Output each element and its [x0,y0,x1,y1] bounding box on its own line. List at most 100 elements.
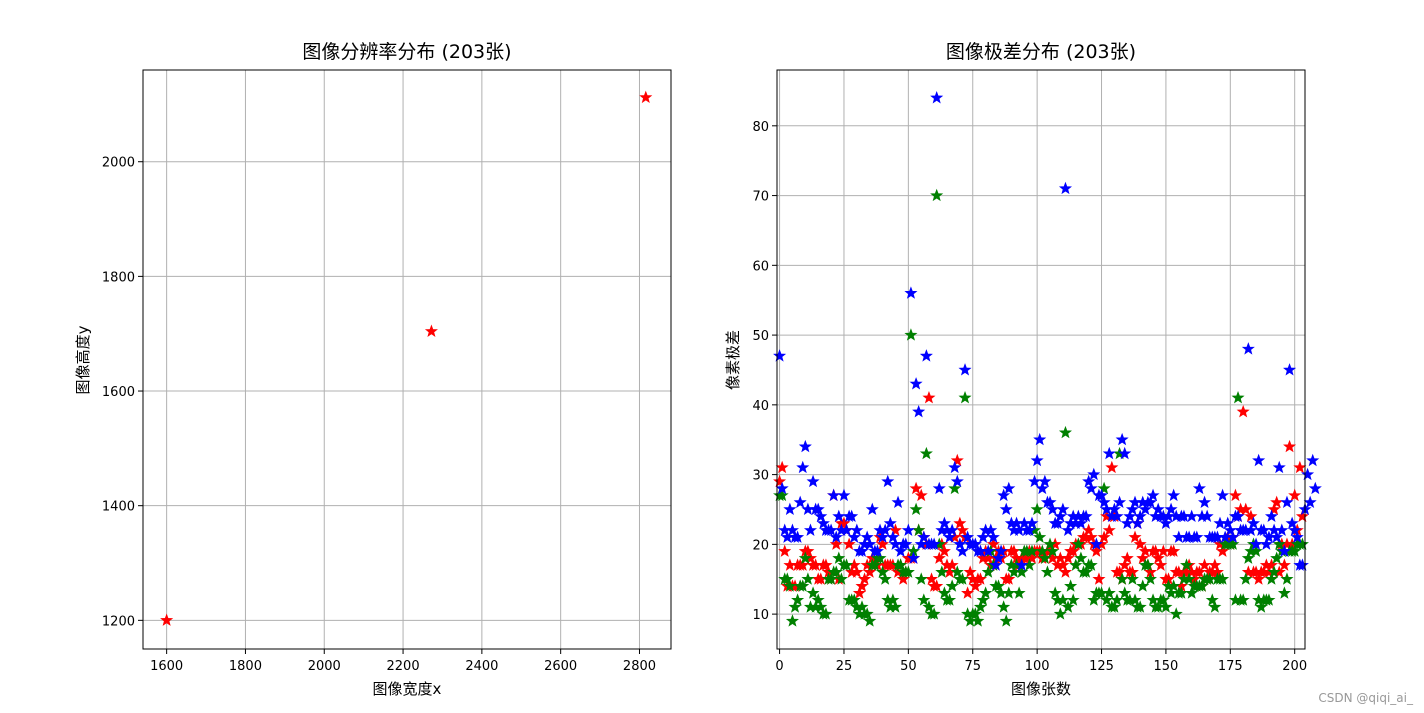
data-point-range-r-177 [1228,488,1242,502]
data-point-range-g-80 [979,586,993,599]
data-point-range-b-150 [1159,516,1173,529]
data-point-range-g-60 [927,607,941,620]
data-point-range-b-133 [1115,432,1129,446]
x-axis-label-range: 图像张数 [1011,680,1071,698]
data-point-range-g-66 [943,593,957,606]
data-point-range-g-29 [847,593,861,606]
data-point-range-r-141 [1136,551,1150,564]
data-point-range-g-169 [1208,600,1222,613]
data-point-range-g-196 [1277,586,1291,599]
data-point-range-b-34 [860,530,874,543]
data-point-resolution-resolution-1 [424,324,438,337]
data-point-range-b-16 [814,509,828,523]
data-point-range-b-89 [1002,481,1016,495]
data-point-range-b-119 [1079,509,1093,523]
data-point-range-b-22 [829,530,843,543]
data-point-range-b-86 [994,544,1008,557]
data-point-range-g-106 [1046,544,1060,557]
data-point-range-r-32 [855,579,869,592]
data-point-range-r-124 [1092,572,1106,585]
data-point-range-b-120 [1082,474,1096,488]
data-point-range-b-130 [1107,502,1121,516]
data-point-range-r-192 [1267,502,1281,516]
data-point-range-g-37 [868,558,882,571]
data-point-range-b-166 [1200,509,1214,523]
data-point-range-g-117 [1074,551,1088,564]
ticks-resolution: 1600 1800 2000 2200 2400 2600 2800 1200 1400 1600… [102,156,656,674]
data-point-range-b-56 [917,530,931,543]
data-point-range-b-84 [989,558,1003,571]
data-point-range-g-143 [1141,558,1155,571]
data-point-range-b-206 [1303,495,1317,509]
data-point-range-r-61 [930,579,944,592]
x-tick-label-resolution: 1800 [229,659,262,674]
data-point-range-r-30 [850,565,864,578]
data-point-range-b-62 [932,481,946,495]
data-point-range-g-79 [976,593,990,606]
chart-resolution: 1600 1800 2000 2200 2400 2600 2800 1200 1400 1600… [74,41,672,698]
data-point-range-r-40 [876,537,890,550]
x-tick-label-range: 75 [964,659,981,674]
chart-title-range: 图像极差分布 (203张) [946,41,1136,63]
data-point-range-b-88 [999,502,1013,516]
data-point-range-r-153 [1167,544,1181,557]
data-point-range-r-69 [950,453,964,467]
data-point-range-r-135 [1120,551,1134,564]
data-point-range-b-189 [1259,537,1273,550]
data-point-range-b-195 [1275,523,1289,536]
data-point-range-b-42 [881,474,895,488]
data-point-range-b-103 [1038,474,1052,488]
data-point-range-g-100 [1030,502,1044,516]
data-point-range-b-139 [1131,516,1145,529]
data-point-range-g-88 [999,614,1013,627]
data-point-range-g-153 [1167,579,1181,592]
data-point-range-b-102 [1035,481,1049,495]
data-point-range-b-128 [1102,446,1116,460]
data-point-range-g-101 [1033,530,1047,543]
data-point-range-b-81 [981,544,995,557]
data-point-range-g-77 [971,614,985,627]
data-point-range-r-147 [1151,551,1165,564]
y-tick-label-range: 30 [752,469,769,484]
x-tick-label-range: 150 [1154,659,1179,674]
marks-range [773,91,1322,627]
data-point-range-b-126 [1097,495,1111,509]
data-point-range-b-94 [1015,558,1029,571]
data-point-range-g-69 [950,565,964,578]
data-point-range-b-68 [948,460,962,474]
data-point-range-b-203 [1295,558,1309,571]
data-point-range-g-5 [785,614,799,627]
data-point-range-r-193 [1270,495,1284,509]
x-tick-label-range: 200 [1282,659,1307,674]
data-point-range-b-153 [1167,488,1181,502]
data-point-range-g-35 [863,614,877,627]
data-point-range-r-186 [1252,572,1266,585]
data-point-range-b-46 [891,495,905,509]
data-point-range-b-50 [901,523,915,536]
data-point-range-g-115 [1069,558,1083,571]
data-point-range-g-53 [909,502,923,516]
data-point-range-g-16 [814,600,828,613]
data-point-range-b-174 [1221,516,1235,529]
data-point-range-b-110 [1056,502,1070,516]
data-point-range-b-140 [1133,509,1147,523]
y-tick-label-resolution: 2000 [102,156,135,171]
data-point-range-r-191 [1264,558,1279,571]
x-axis-label-resolution: 图像宽度x [373,680,442,698]
data-point-range-g-181 [1239,572,1253,585]
data-point-range-g-50 [901,565,915,578]
data-point-range-b-52 [906,551,921,564]
data-point-range-g-10 [798,551,812,564]
data-point-range-b-162 [1190,530,1204,543]
data-point-range-g-6 [788,600,802,613]
data-point-range-r-73 [961,586,975,599]
data-point-range-b-132 [1113,495,1127,509]
data-point-range-b-205 [1301,467,1315,481]
data-point-range-b-4 [783,502,797,516]
data-point-range-b-147 [1151,502,1165,516]
data-point-range-b-186 [1252,453,1266,467]
data-point-range-b-47 [894,544,908,557]
data-point-range-g-158 [1180,558,1194,571]
data-point-range-g-192 [1267,565,1281,578]
data-point-range-b-123 [1089,537,1103,550]
